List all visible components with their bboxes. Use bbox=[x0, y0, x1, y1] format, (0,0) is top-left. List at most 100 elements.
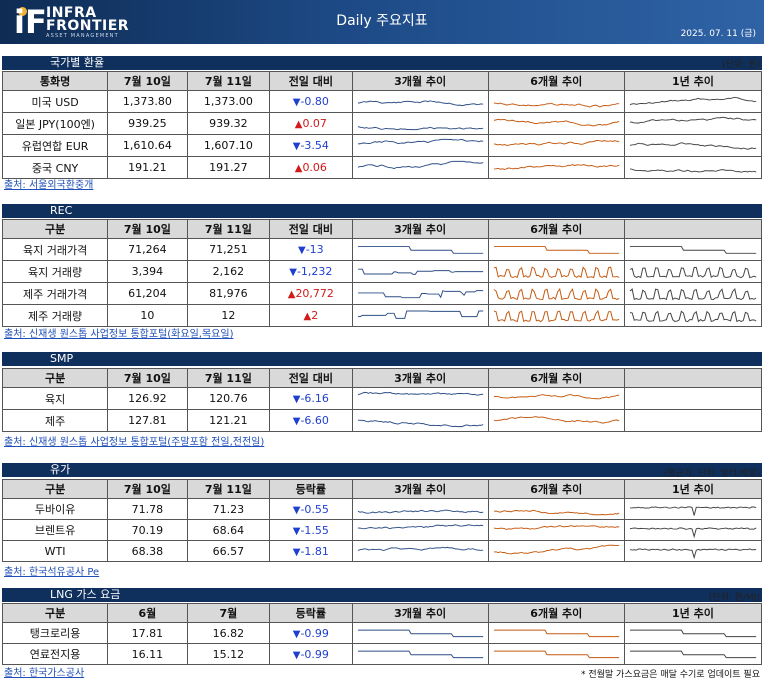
sparkline-1y bbox=[623, 112, 763, 135]
header-row: 구분 7월 10일 7월 11일 전일 대비 3개월 추이 6개월 추이 bbox=[1, 368, 763, 388]
triangle-down-icon: ▼ bbox=[292, 97, 301, 108]
sparkline-1y bbox=[623, 622, 763, 644]
table-row: 일본 JPY(100엔) 939.25 939.32 ▲0.07 bbox=[1, 112, 763, 135]
source-link-smp[interactable]: 출처: 신재생 원스톱 사업정보 통합포털(주말포함 전일,전전일) bbox=[4, 437, 265, 448]
row-label: 육지 bbox=[1, 387, 109, 410]
sparkline-path bbox=[629, 266, 757, 279]
logo-text-infra: INFRA bbox=[46, 5, 97, 21]
sparkline-svg bbox=[357, 419, 483, 428]
sparkline-svg bbox=[493, 102, 619, 108]
sparkline-path bbox=[357, 419, 483, 428]
curr-value: 68.64 bbox=[186, 519, 271, 541]
sparkline-path bbox=[493, 525, 619, 530]
change-cell: ▼-0.80 bbox=[269, 90, 353, 113]
sparkline-path bbox=[493, 266, 620, 279]
column-header: 7월 11일 bbox=[186, 71, 271, 91]
triangle-down-icon: ▼ bbox=[298, 245, 306, 256]
unit-label-fx: (단위: 원) bbox=[722, 60, 760, 70]
change-value: 20,772 bbox=[295, 287, 334, 300]
section-bar-smp: SMP bbox=[2, 352, 762, 366]
sparkline-path bbox=[629, 650, 757, 659]
sparkline-svg bbox=[629, 629, 757, 638]
prev-value: 71.78 bbox=[107, 498, 188, 520]
table-row: 중국 CNY 191.21 191.27 ▲0.06 bbox=[1, 156, 763, 179]
column-header: 구분 bbox=[1, 219, 109, 239]
section-title-lng: LNG 가스 요금 bbox=[50, 588, 121, 601]
sparkline-6m bbox=[487, 134, 625, 157]
column-header: 7월 11일 bbox=[186, 219, 271, 239]
sparkline-3m bbox=[351, 409, 489, 432]
source-link-rec[interactable]: 출처: 신재생 원스톱 사업정보 통합포털(화요일,목요일) bbox=[4, 329, 234, 340]
sparkline-svg bbox=[629, 116, 757, 124]
prev-value: 71,264 bbox=[107, 238, 188, 261]
sparkline-3m bbox=[351, 112, 489, 135]
column-header: 6개월 추이 bbox=[487, 219, 625, 239]
sparkline-path bbox=[493, 164, 620, 171]
triangle-down-icon: ▼ bbox=[292, 141, 301, 152]
prev-value: 191.21 bbox=[107, 156, 188, 179]
curr-value: 15.12 bbox=[186, 643, 271, 665]
change-value: -6.16 bbox=[300, 392, 329, 405]
source-link-fx[interactable]: 출처: 서울외국환중개 bbox=[4, 180, 94, 191]
logo-dot-icon bbox=[18, 7, 27, 16]
column-header: 전일 대비 bbox=[269, 71, 353, 91]
column-header: 1년 추이 bbox=[623, 71, 763, 91]
curr-value: 16.82 bbox=[186, 622, 271, 644]
column-header: 구분 bbox=[1, 479, 109, 499]
column-header: 6개월 추이 bbox=[487, 479, 625, 499]
sparkline-svg bbox=[357, 546, 483, 552]
row-label: 브렌트유 bbox=[1, 519, 109, 541]
sparkline-3m bbox=[351, 498, 489, 520]
sparkline-svg bbox=[357, 100, 483, 107]
triangle-down-icon: ▼ bbox=[292, 628, 301, 640]
triangle-down-icon: ▼ bbox=[292, 504, 301, 516]
row-label: 육지 거래가격 bbox=[1, 238, 109, 261]
source-link-lng[interactable]: 출처: 한국가스공사 bbox=[4, 668, 85, 679]
row-label: 육지 거래량 bbox=[1, 260, 109, 283]
column-header: 3개월 추이 bbox=[351, 71, 489, 91]
sparkline-1y bbox=[623, 643, 763, 665]
rec-table: 구분 7월 10일 7월 11일 전일 대비 3개월 추이 6개월 추이 육지 거래가격 71… bbox=[1, 219, 763, 327]
sparkline-3m bbox=[351, 387, 489, 410]
sparkline-path bbox=[493, 102, 619, 108]
fx-table: 통화명 7월 10일 7월 11일 전일 대비 3개월 추이 6개월 추이 1년 추이 미국 … bbox=[1, 71, 763, 179]
sparkline-path bbox=[493, 544, 619, 555]
change-cell: ▲0.07 bbox=[269, 112, 353, 135]
column-header: 3개월 추이 bbox=[351, 219, 489, 239]
sparkline-svg bbox=[357, 126, 483, 131]
row-label: 제주 거래량 bbox=[1, 304, 109, 327]
sparkline-6m bbox=[487, 519, 625, 541]
sparkline-path bbox=[493, 139, 619, 146]
lng-table: 구분 6월 7월 등락률 3개월 추이 6개월 추이 1년 추이 탱크로리용 17.81 16.8… bbox=[1, 603, 763, 665]
sparkline-path bbox=[629, 629, 757, 638]
sparkline-svg bbox=[493, 525, 619, 530]
prev-value: 70.19 bbox=[107, 519, 188, 541]
sparkline-svg bbox=[629, 310, 757, 323]
section-bar-oil: 유가 bbox=[2, 463, 762, 477]
sparkline-svg bbox=[357, 310, 483, 319]
table-row: 탱크로리용 17.81 16.82 ▼-0.99 bbox=[1, 622, 763, 644]
curr-value: 71,251 bbox=[186, 238, 271, 261]
table-row: 연료전지용 16.11 15.12 ▼-0.99 bbox=[1, 643, 763, 665]
sparkline-svg bbox=[629, 527, 757, 539]
change-cell: ▼-0.99 bbox=[269, 622, 353, 644]
source-link-oil[interactable]: 출처: 한국석유공사 Pe bbox=[4, 567, 100, 578]
row-label: 두바이유 bbox=[1, 498, 109, 520]
triangle-up-icon: ▲ bbox=[303, 311, 312, 322]
prev-value: 61,204 bbox=[107, 282, 188, 305]
sparkline-path bbox=[357, 290, 483, 299]
header-row: 구분 7월 10일 7월 11일 등락률 3개월 추이 6개월 추이 1년 추이 bbox=[1, 479, 763, 499]
change-value: -0.99 bbox=[300, 626, 329, 640]
table-row: 브렌트유 70.19 68.64 ▼-1.55 bbox=[1, 519, 763, 541]
sparkline-svg bbox=[493, 139, 619, 146]
prev-value: 1,373.80 bbox=[107, 90, 188, 113]
header-row: 구분 7월 10일 7월 11일 전일 대비 3개월 추이 6개월 추이 bbox=[1, 219, 763, 239]
sparkline-svg bbox=[629, 96, 757, 106]
column-header: 7월 10일 bbox=[107, 219, 188, 239]
table-row: 육지 거래량 3,394 2,162 ▼-1,232 bbox=[1, 260, 763, 283]
logo-text-frontier: FRONTIER bbox=[46, 18, 130, 34]
table-row: 육지 126.92 120.76 ▼-6.16 bbox=[1, 387, 763, 410]
column-header: 1년 추이 bbox=[623, 603, 763, 623]
sparkline-6m bbox=[487, 282, 625, 305]
sparkline-1y bbox=[623, 387, 763, 410]
